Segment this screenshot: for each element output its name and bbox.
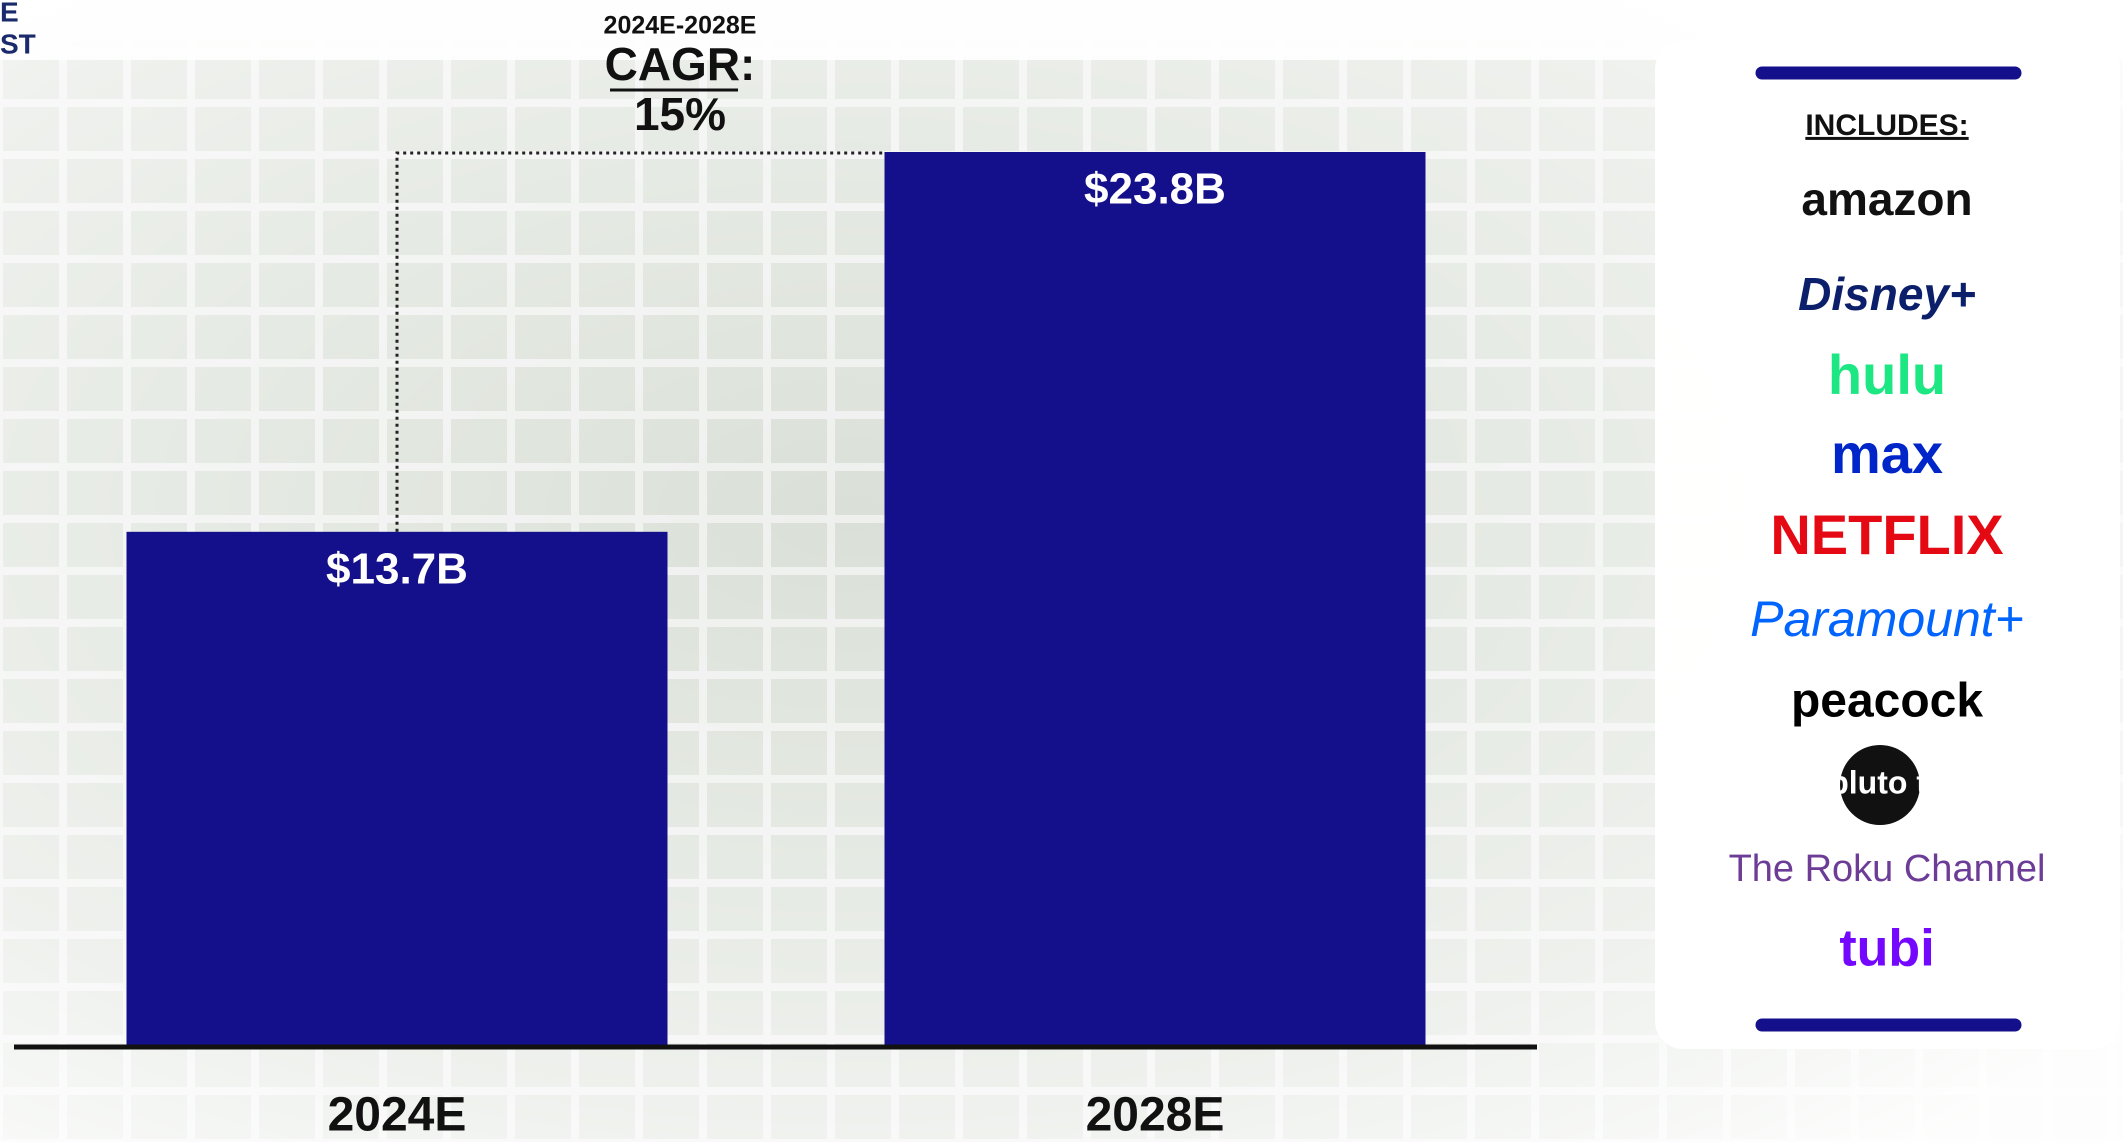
x-tick-label: 2028E <box>1086 1089 1225 1142</box>
cagr-label: CAGR: <box>605 38 756 90</box>
service-logo: Paramount+ <box>1750 591 2024 647</box>
bar <box>126 531 668 1047</box>
value-label: $13.7B <box>326 544 468 593</box>
edge-text: E <box>0 0 19 27</box>
service-logo: pluto tv <box>1829 764 1945 800</box>
logo-badge <box>1840 745 1920 825</box>
x-tick-label: 2024E <box>328 1089 467 1142</box>
bar <box>884 152 1426 1047</box>
service-logo: tubi <box>1839 920 1934 978</box>
includes-panel <box>1655 41 2120 1049</box>
edge-text: ST <box>0 28 36 59</box>
service-logo: peacock <box>1791 675 1983 728</box>
cagr-connector <box>395 151 885 532</box>
service-logo: amazon <box>1801 173 1972 225</box>
service-logo: The Roku Channel <box>1729 848 2046 890</box>
service-logo: Disney+ <box>1798 268 1976 320</box>
service-logo: max <box>1831 422 1943 485</box>
service-logo: hulu <box>1828 343 1946 406</box>
service-logo: NETFLIX <box>1770 503 2003 566</box>
includes-title: INCLUDES: <box>1805 109 1968 142</box>
cagr-period: 2024E-2028E <box>604 12 757 40</box>
value-label: $23.8B <box>1084 165 1226 214</box>
cagr-value: 15% <box>634 88 726 140</box>
